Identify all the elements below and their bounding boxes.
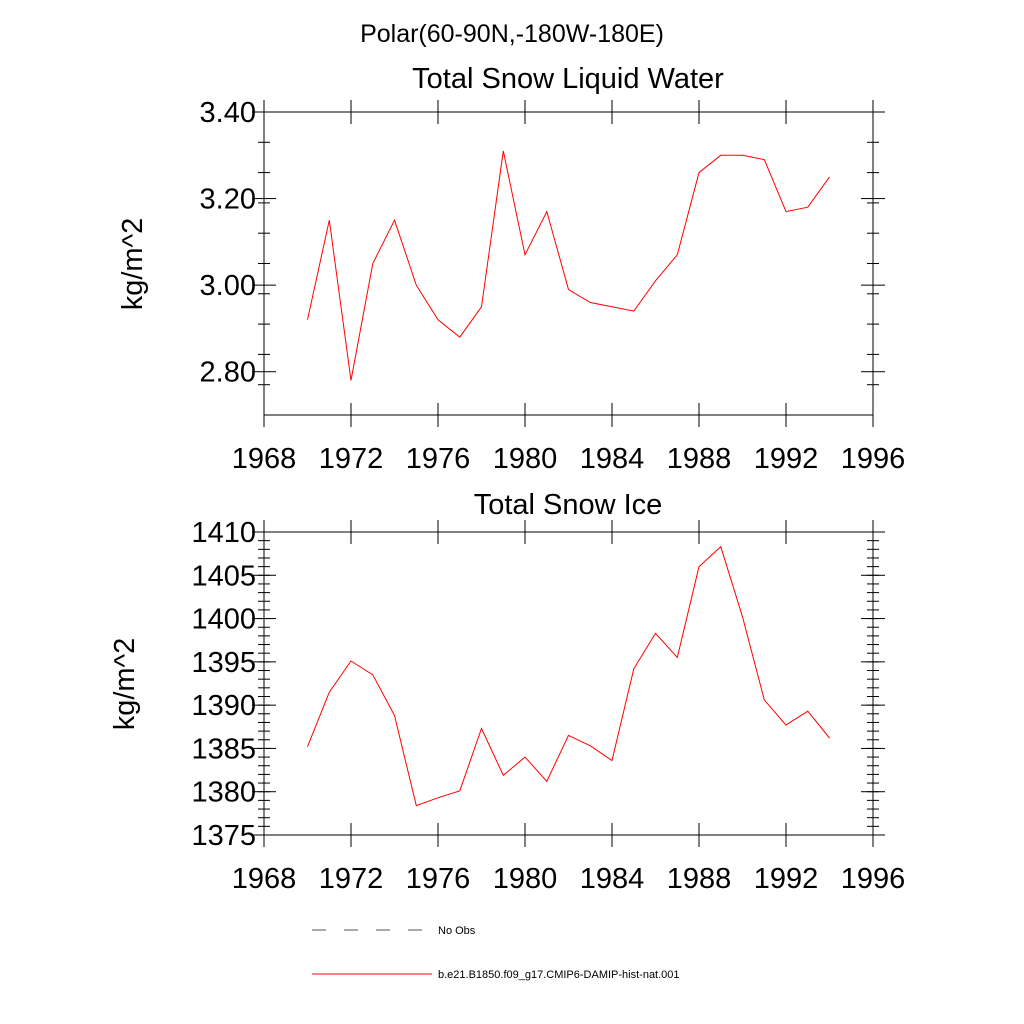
plot-area: 1968 1972 1976 1980 1984 1988 1992 1996 1375 1380… [191, 517, 905, 895]
x-tick-label: 1992 [754, 443, 819, 475]
chart-title: Total Snow Liquid Water [412, 63, 724, 95]
x-tick-label: 1996 [841, 863, 906, 895]
y-tick-label: 1400 [191, 604, 256, 636]
legend-label-no-obs: No Obs [438, 925, 476, 937]
plot-frame [263, 531, 874, 836]
x-tick-label: 1980 [493, 863, 558, 895]
x-tick-label: 1996 [841, 443, 906, 475]
y-tick-label: 1390 [191, 690, 256, 722]
chart-snow-liquid-water: Total Snow Liquid Water kg/m^2 1968 1972 1… [117, 63, 905, 475]
y-tick-label: 1395 [191, 647, 256, 679]
y-tick-label: 1380 [191, 777, 256, 809]
x-tick-label: 1984 [580, 863, 645, 895]
y-tick-label: 3.00 [200, 270, 256, 302]
y-axis-label: kg/m^2 [117, 218, 149, 311]
x-tick-label: 1968 [232, 443, 297, 475]
x-tick-label: 1988 [667, 443, 732, 475]
x-tick-label: 1976 [406, 863, 471, 895]
chart-snow-ice: Total Snow Ice kg/m^2 1968 1972 1976 1980 19… [109, 489, 905, 895]
y-tick-label: 1375 [191, 820, 256, 852]
y-tick-label: 2.80 [200, 357, 256, 389]
x-tick-label: 1984 [580, 443, 645, 475]
y-tick-label: 1410 [191, 517, 256, 549]
y-tick-label: 3.40 [200, 97, 256, 129]
x-tick-label: 1988 [667, 863, 732, 895]
x-tick-label: 1968 [232, 863, 297, 895]
chart-title: Total Snow Ice [474, 489, 663, 521]
legend-label-model: b.e21.B1850.f09_g17.CMIP6-DAMIP-hist-nat… [438, 969, 680, 981]
plot-frame [263, 111, 874, 416]
page-title: Polar(60-90N,-180W-180E) [360, 20, 664, 48]
x-tick-label: 1972 [319, 863, 384, 895]
plot-area: 1968 1972 1976 1980 1984 1988 1992 1996 2.80 3.00… [200, 97, 906, 475]
legend: No Obs b.e21.B1850.f09_g17.CMIP6-DAMIP-h… [312, 925, 680, 981]
y-tick-label: 1405 [191, 560, 256, 592]
x-tick-label: 1976 [406, 443, 471, 475]
x-tick-label: 1972 [319, 443, 384, 475]
x-tick-label: 1980 [493, 443, 558, 475]
y-tick-label: 3.20 [200, 184, 256, 216]
series-line [307, 150, 830, 381]
y-axis-label: kg/m^2 [109, 638, 141, 731]
series-line [307, 545, 830, 807]
y-tick-label: 1385 [191, 733, 256, 765]
x-tick-label: 1992 [754, 863, 819, 895]
